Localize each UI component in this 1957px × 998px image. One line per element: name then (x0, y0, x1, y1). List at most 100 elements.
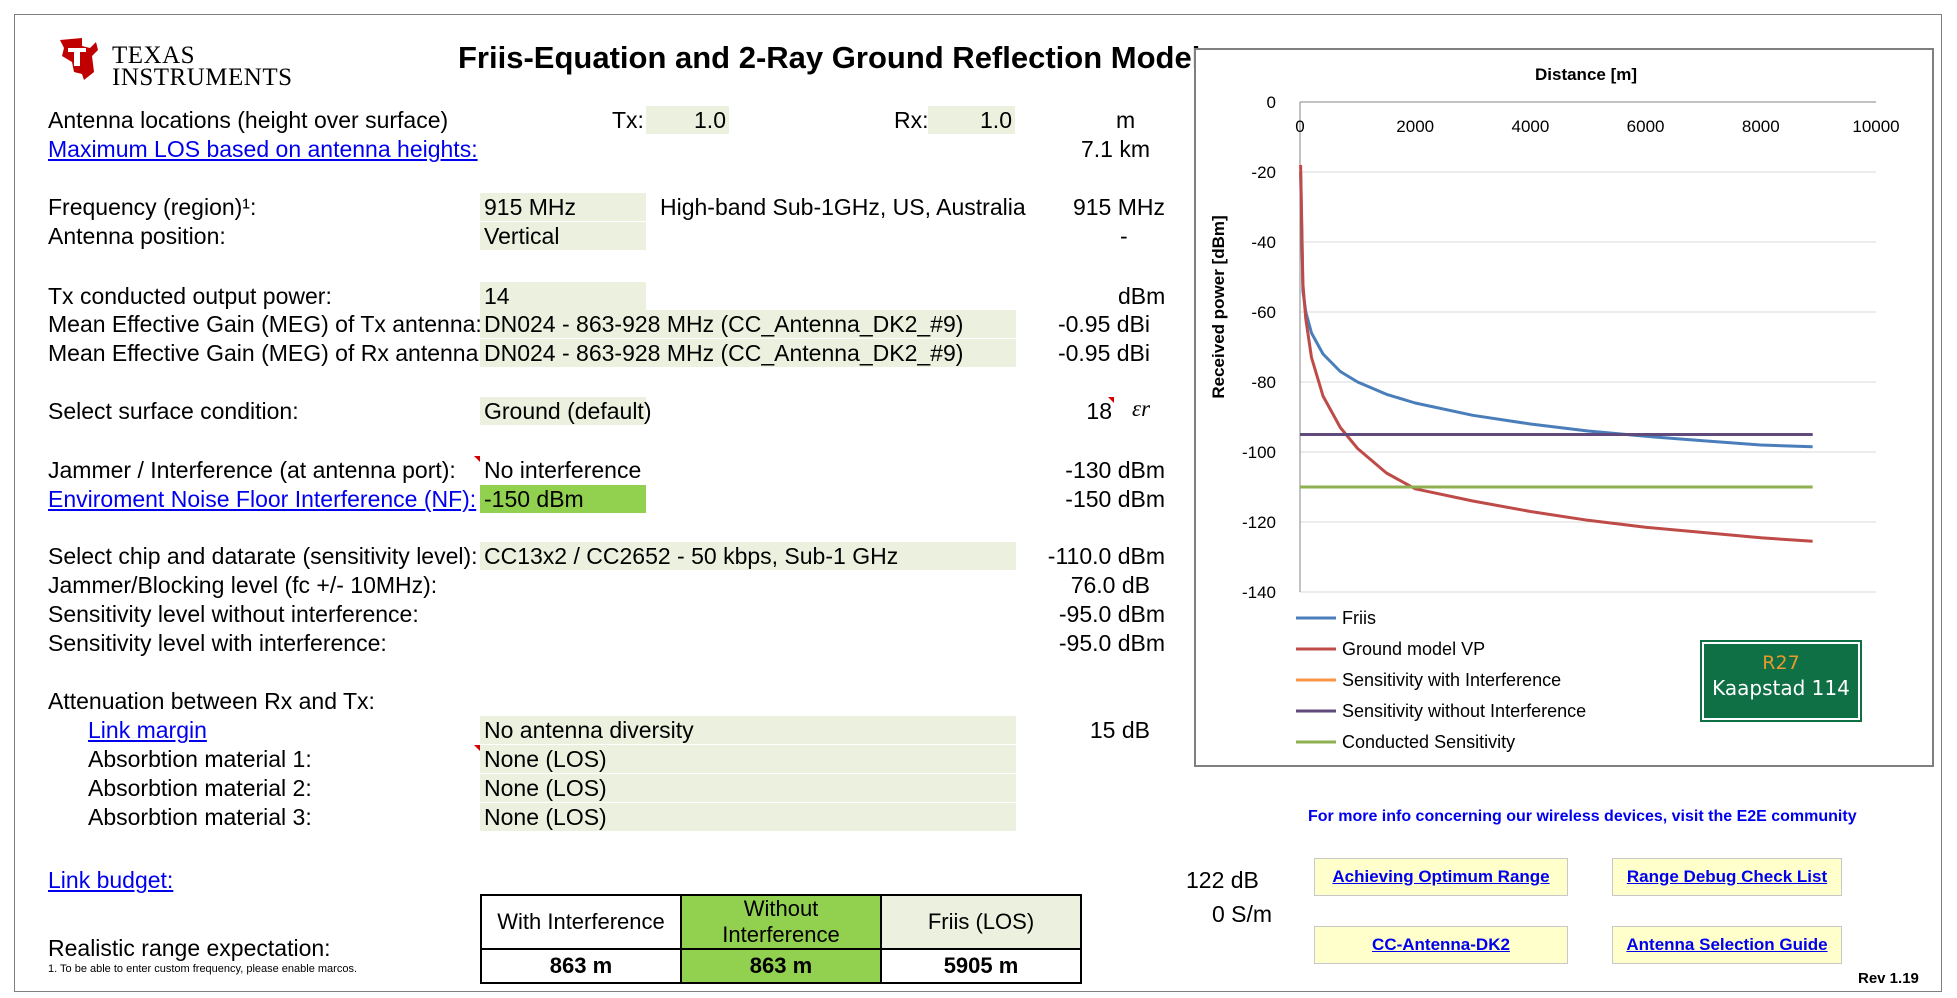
conductivity-value: 0 S/m (1212, 901, 1273, 927)
legend-label: Conducted Sensitivity (1342, 732, 1515, 752)
x-tick-label: 4000 (1511, 117, 1549, 136)
absorb1-select[interactable]: None (LOS) (480, 745, 1016, 773)
ti-logo-icon (60, 38, 98, 80)
series-line-friis (1299, 171, 1813, 449)
chip-result: -110.0 dBm (1047, 543, 1165, 569)
ti-logo-line2: Instruments (112, 64, 293, 91)
absorb2-label: Absorbtion material 2: (88, 775, 312, 801)
jammer-result: -130 dBm (1065, 457, 1165, 483)
range-table-value-row: 863 m 863 m 5905 m (480, 948, 1082, 984)
jammer-select[interactable]: No interference (484, 457, 642, 483)
antenna-height-unit: m (1116, 107, 1136, 133)
rx-height-label: Rx: (894, 107, 929, 133)
tx-height-input[interactable]: 1.0 (646, 106, 729, 134)
y-tick-label: -40 (1251, 233, 1276, 252)
frequency-select[interactable]: 915 MHz (480, 193, 646, 221)
ti-logo-line1: Texas (112, 42, 196, 69)
meg-tx-result: -0.95 dBi (1057, 311, 1150, 337)
rx-height-input[interactable]: 1.0 (928, 106, 1015, 134)
frequency-result: 915 MHz (1072, 194, 1165, 220)
sens-with-result: -95.0 dBm (1058, 630, 1165, 656)
sign-line1: R27 (1762, 652, 1800, 674)
chip-select[interactable]: CC13x2 / CC2652 - 50 kbps, Sub-1 GHz (480, 542, 1016, 570)
series-line-ground-model-vp (1299, 164, 1813, 543)
surface-select[interactable]: Ground (default) (480, 397, 651, 425)
sign-line2: Kaapstad 114 (1712, 676, 1850, 700)
range-header-with: With Interference (480, 894, 682, 950)
chip-label: Select chip and datarate (sensitivity le… (48, 543, 478, 569)
blocking-result: 76.0 dB (1070, 572, 1150, 598)
range-value-friis: 5905 m (880, 948, 1082, 984)
frequency-label: Frequency (region)¹: (48, 194, 257, 220)
meg-tx-select[interactable]: DN024 - 863-928 MHz (CC_Antenna_DK2_#9) (480, 310, 1016, 338)
debug-checklist-button[interactable]: Range Debug Check List (1612, 858, 1842, 896)
antenna-position-label: Antenna position: (48, 223, 226, 249)
attenuation-label: Attenuation between Rx and Tx: (48, 688, 375, 714)
frequency-region: High-band Sub-1GHz, US, Australia (660, 194, 1026, 220)
e2e-link[interactable]: For more info concerning our wireless de… (1308, 808, 1857, 825)
y-tick-label: -100 (1242, 443, 1276, 462)
epsilon-symbol: εr (1132, 396, 1151, 421)
comment-marker (474, 745, 480, 751)
y-tick-label: -20 (1251, 163, 1276, 182)
meg-rx-label: Mean Effective Gain (MEG) of Rx antenna: (48, 340, 485, 366)
noise-floor-result: -150 dBm (1065, 486, 1165, 512)
meg-tx-label: Mean Effective Gain (MEG) of Tx antenna: (48, 311, 482, 337)
surface-label: Select surface condition: (48, 398, 299, 424)
cc-antenna-button[interactable]: CC-Antenna-DK2 (1314, 926, 1568, 964)
y-tick-label: -60 (1251, 303, 1276, 322)
x-tick-label: 8000 (1742, 117, 1780, 136)
antenna-position-select[interactable]: Vertical (480, 222, 646, 250)
x-tick-label: 0 (1295, 117, 1304, 136)
range-header-friis: Friis (LOS) (880, 894, 1082, 950)
max-los-link[interactable]: Maximum LOS based on antenna heights: (48, 136, 478, 162)
range-table: With Interference Without Interference F… (480, 894, 1082, 984)
sens-without-label: Sensitivity level without interference: (48, 601, 419, 627)
revision-label: Rev 1.19 (1858, 970, 1919, 987)
absorb2-select[interactable]: None (LOS) (480, 774, 1016, 802)
antenna-guide-button[interactable]: Antenna Selection Guide (1612, 926, 1842, 964)
y-tick-label: -140 (1242, 583, 1276, 602)
realistic-range-label: Realistic range expectation: (48, 935, 331, 961)
link-margin-select[interactable]: No antenna diversity (480, 716, 1016, 744)
comment-marker (1108, 397, 1114, 403)
surface-result: 18 (1086, 398, 1112, 424)
road-sign-image: R27 Kaapstad 114 (1700, 640, 1862, 722)
noise-floor-link[interactable]: Enviroment Noise Floor Interference (NF)… (48, 486, 477, 512)
y-tick-label: -120 (1242, 513, 1276, 532)
sens-without-result: -95.0 dBm (1058, 601, 1165, 627)
blocking-label: Jammer/Blocking level (fc +/- 10MHz): (48, 572, 438, 598)
antenna-position-result: - (1120, 223, 1128, 249)
legend-label: Sensitivity with Interference (1342, 670, 1561, 690)
noise-floor-select[interactable]: -150 dBm (480, 485, 646, 513)
x-axis-title: Distance [m] (1535, 65, 1637, 84)
range-value-with: 863 m (480, 948, 682, 984)
tx-height-label: Tx: (612, 107, 644, 133)
link-margin-link[interactable]: Link margin (88, 717, 207, 743)
meg-rx-result: -0.95 dBi (1057, 340, 1150, 366)
legend-label: Ground model VP (1342, 639, 1485, 659)
max-los-value: 7.1 km (1080, 136, 1150, 162)
absorb3-select[interactable]: None (LOS) (480, 803, 1016, 831)
legend-label: Sensitivity without Interference (1342, 701, 1586, 721)
received-power-chart: 0 -20 -40 -60 -80 -100 -120 -140 0 2000 4000 6000 80… (1209, 65, 1900, 752)
meg-rx-select[interactable]: DN024 - 863-928 MHz (CC_Antenna_DK2_#9) (480, 339, 1016, 367)
range-value-without: 863 m (680, 948, 882, 984)
page-title: Friis-Equation and 2-Ray Ground Reflecti… (458, 40, 1201, 75)
footnote: 1. To be able to enter custom frequency,… (48, 963, 357, 975)
x-tick-label: 2000 (1396, 117, 1434, 136)
range-table-header-row: With Interference Without Interference F… (480, 894, 1082, 950)
range-header-without: Without Interference (680, 894, 882, 950)
tx-power-input[interactable]: 14 (480, 282, 646, 310)
tx-power-label: Tx conducted output power: (48, 283, 332, 309)
antenna-locations-label: Antenna locations (height over surface) (48, 107, 449, 133)
link-budget-link[interactable]: Link budget: (48, 867, 174, 893)
sens-with-label: Sensitivity level with interference: (48, 630, 387, 656)
tx-power-unit: dBm (1118, 283, 1166, 309)
optimum-range-button[interactable]: Achieving Optimum Range (1314, 858, 1568, 896)
absorb3-label: Absorbtion material 3: (88, 804, 312, 830)
link-budget-result: 122 dB (1186, 867, 1259, 893)
x-tick-label: 6000 (1627, 117, 1665, 136)
y-tick-label: 0 (1267, 93, 1276, 112)
comment-marker (474, 456, 480, 462)
